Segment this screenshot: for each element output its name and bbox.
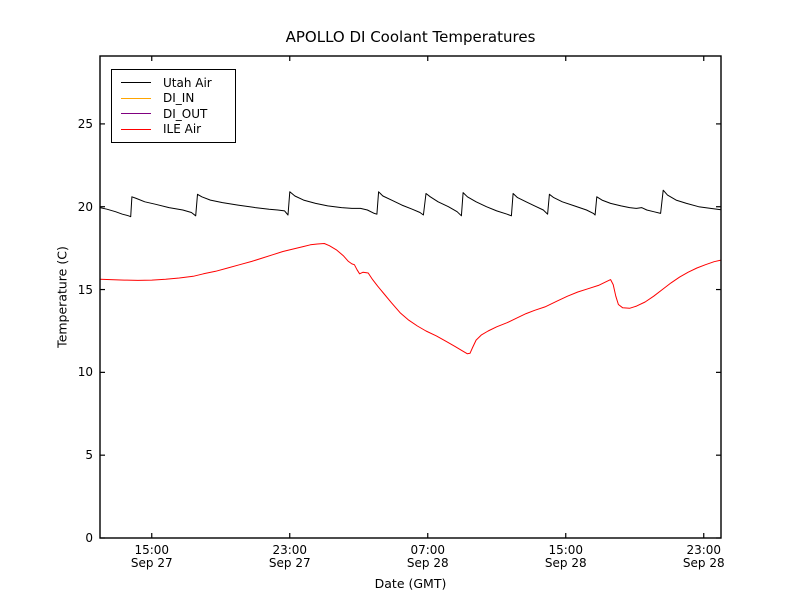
y-tick-label: 0 xyxy=(85,531,93,545)
legend: Utah Air DI_IN DI_OUT ILE Air xyxy=(111,69,236,143)
axes-frame xyxy=(99,55,722,539)
x-tick-time: 23:00 xyxy=(272,543,308,557)
legend-item-label: Utah Air xyxy=(163,75,212,90)
x-tick-time: 15:00 xyxy=(134,543,170,557)
legend-item-label: DI_IN xyxy=(163,91,195,106)
x-tick-date: Sep 27 xyxy=(268,556,311,570)
legend-line-sample xyxy=(121,113,151,115)
x-tick-time: 07:00 xyxy=(410,543,446,557)
chart-title: APOLLO DI Coolant Temperatures xyxy=(285,28,536,46)
x-tick-date: Sep 28 xyxy=(544,556,587,570)
x-tick-date: Sep 28 xyxy=(406,556,449,570)
x-tick-time: 15:00 xyxy=(548,543,584,557)
legend-item: DI_OUT xyxy=(121,106,225,122)
y-tick-label: 10 xyxy=(77,365,93,380)
y-axis-label: Temperature (C) xyxy=(54,246,70,348)
x-tick-label: 23:00 Sep 28 xyxy=(668,544,740,570)
legend-item: ILE Air xyxy=(121,122,225,138)
y-tick-label: 25 xyxy=(77,116,93,131)
legend-item: DI_IN xyxy=(121,91,225,107)
x-tick-label: 15:00 Sep 28 xyxy=(530,544,602,570)
series-line-utah-air xyxy=(99,189,722,218)
legend-item-label: ILE Air xyxy=(163,122,202,137)
x-tick-date: Sep 27 xyxy=(130,556,173,570)
legend-item-label: DI_OUT xyxy=(163,106,208,121)
x-axis-label: Date (GMT) xyxy=(374,576,447,591)
legend-item: Utah Air xyxy=(121,75,225,91)
y-tick-label: 5 xyxy=(85,448,93,463)
series-line-ile-air xyxy=(99,243,722,355)
x-tick-date: Sep 28 xyxy=(682,556,725,570)
legend-line-sample xyxy=(121,128,151,130)
y-tick-label: 15 xyxy=(77,282,93,297)
x-tick-label: 15:00 Sep 27 xyxy=(116,544,188,570)
x-tick-label: 07:00 Sep 28 xyxy=(392,544,464,570)
x-tick-label: 23:00 Sep 27 xyxy=(254,544,326,570)
legend-line-sample xyxy=(121,97,151,99)
x-tick-time: 23:00 xyxy=(686,543,722,557)
legend-line-sample xyxy=(121,82,151,84)
y-tick-label: 20 xyxy=(77,199,93,214)
